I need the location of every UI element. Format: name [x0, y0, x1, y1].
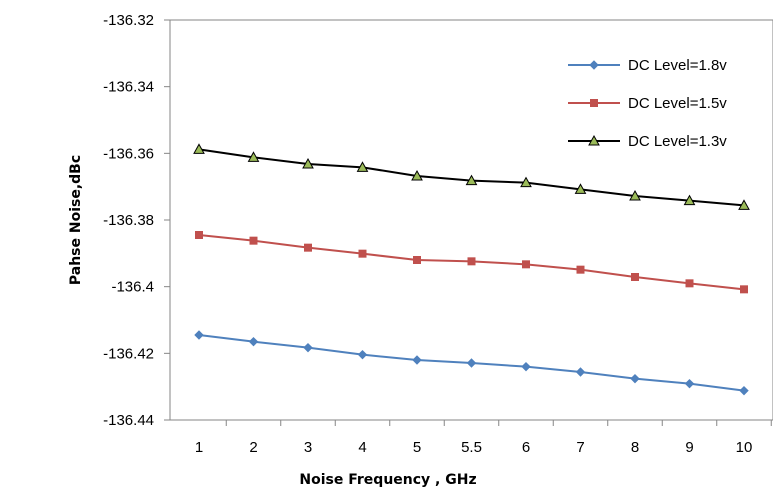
- y-tick-label: -136.32: [103, 12, 154, 29]
- legend-label: DC Level=1.3v: [628, 133, 727, 150]
- data-point: [467, 257, 476, 266]
- data-point: [631, 273, 639, 281]
- data-point: [357, 349, 368, 360]
- y-axis-tick-labels: -136.32 -136.34 -136.36 -136.38 -136.4 -136.4…: [103, 12, 154, 429]
- x-tick-label: 2: [249, 439, 257, 456]
- data-point: [356, 161, 369, 172]
- x-tick-label: 6: [522, 439, 530, 456]
- data-point: [413, 256, 421, 264]
- x-tick-label: 9: [685, 439, 693, 456]
- data-point: [630, 373, 640, 384]
- x-axis-tick-labels: 1 2 3 4 5 5.5 6 7 8 9 10: [195, 439, 753, 456]
- data-point: [588, 134, 600, 146]
- data-point: [248, 336, 259, 347]
- data-point: [412, 355, 422, 365]
- x-tick-label: 8: [631, 439, 639, 456]
- data-point: [358, 249, 367, 258]
- x-tick-label: 4: [358, 439, 366, 456]
- x-tick-label: 5.5: [461, 439, 482, 456]
- series-3: [193, 143, 750, 210]
- x-tick-label: 10: [736, 439, 753, 456]
- x-tick-label: 1: [195, 439, 203, 456]
- y-tick-label: -136.42: [103, 345, 154, 362]
- x-axis-ticks: [225, 420, 772, 426]
- series-1: [194, 330, 749, 396]
- data-point: [193, 143, 205, 154]
- x-tick-label: 7: [576, 439, 584, 456]
- data-point: [302, 157, 314, 169]
- data-point: [247, 151, 260, 162]
- x-axis-title: Noise Frequency , GHz: [299, 472, 476, 488]
- legend-label: DC Level=1.8v: [628, 57, 727, 74]
- data-point: [589, 60, 599, 70]
- data-point: [685, 279, 694, 288]
- data-point: [522, 260, 530, 269]
- data-point: [194, 330, 204, 340]
- data-point: [590, 99, 598, 107]
- x-tick-label: 3: [304, 439, 312, 456]
- y-tick-label: -136.44: [103, 412, 154, 429]
- y-tick-label: -136.38: [103, 212, 154, 229]
- data-point: [195, 231, 203, 239]
- legend-swatch-marker: [589, 60, 599, 70]
- data-point: [465, 174, 478, 186]
- y-axis-ticks: [164, 19, 170, 421]
- y-tick-label: -136.4: [111, 279, 154, 296]
- data-point: [521, 361, 531, 372]
- y-axis-title: Pahse Noise,dBc: [68, 155, 84, 285]
- plot-area-frame: [169, 19, 773, 421]
- data-point: [683, 194, 696, 206]
- data-point: [304, 243, 312, 252]
- series-layer: [193, 143, 750, 396]
- series-2: [195, 231, 748, 294]
- legend-item-1: DC Level=1.8v: [568, 57, 727, 74]
- data-point: [740, 285, 748, 294]
- data-point: [574, 183, 587, 194]
- legend-label: DC Level=1.5v: [628, 95, 727, 112]
- legend-item-3: DC Level=1.3v: [568, 133, 727, 150]
- data-point: [629, 189, 641, 201]
- data-point: [576, 265, 585, 274]
- data-point: [411, 169, 423, 181]
- legend-swatch-marker: [588, 134, 600, 146]
- x-tick-label: 5: [413, 439, 421, 456]
- data-point: [739, 385, 749, 396]
- legend-swatch-marker: [590, 99, 598, 107]
- data-point: [466, 358, 477, 368]
- data-point: [303, 342, 313, 353]
- legend-item-2: DC Level=1.5v: [568, 95, 727, 112]
- data-point: [684, 378, 695, 389]
- y-tick-label: -136.36: [103, 145, 154, 162]
- data-point: [520, 176, 532, 188]
- data-point: [249, 236, 258, 245]
- y-tick-label: -136.34: [103, 79, 154, 96]
- data-point: [738, 199, 750, 210]
- legend: DC Level=1.8v DC Level=1.5v DC Level=1.3…: [568, 57, 727, 150]
- data-point: [575, 367, 586, 377]
